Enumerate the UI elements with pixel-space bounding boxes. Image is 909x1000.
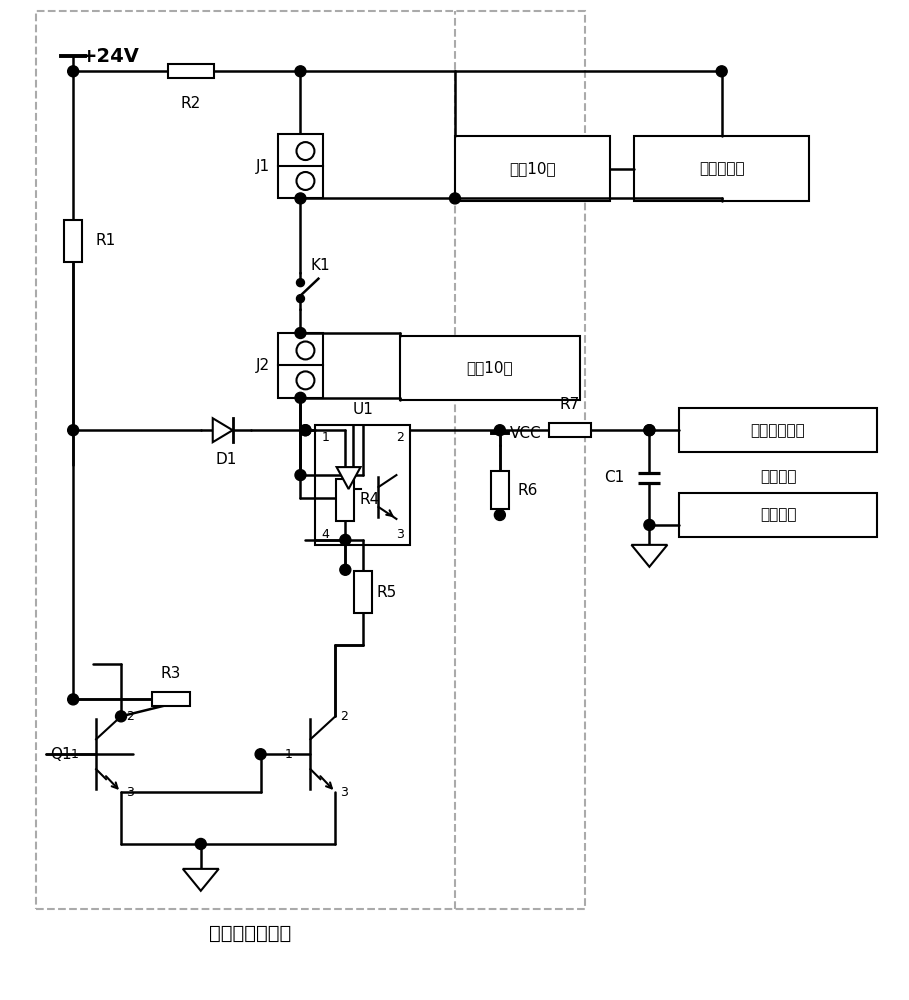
Circle shape <box>296 172 315 190</box>
Circle shape <box>716 66 727 77</box>
Circle shape <box>295 328 306 338</box>
Text: R5: R5 <box>376 585 397 600</box>
Bar <box>152 692 190 706</box>
Bar <box>315 425 410 545</box>
Text: 2: 2 <box>396 431 405 444</box>
Bar <box>549 423 591 437</box>
Text: 2: 2 <box>126 710 134 723</box>
Text: 4: 4 <box>322 528 329 541</box>
Circle shape <box>67 694 79 705</box>
Bar <box>336 479 355 521</box>
Bar <box>36 11 584 909</box>
Text: 1: 1 <box>322 431 329 444</box>
Text: U1: U1 <box>353 402 374 417</box>
Circle shape <box>340 564 351 575</box>
Bar <box>679 493 876 537</box>
Bar <box>65 220 82 262</box>
Circle shape <box>295 470 306 481</box>
Text: R3: R3 <box>161 666 181 681</box>
Text: 1: 1 <box>70 748 78 761</box>
Polygon shape <box>213 418 233 442</box>
Circle shape <box>296 341 315 359</box>
Text: 3: 3 <box>396 528 405 541</box>
Bar <box>354 571 372 613</box>
Text: R1: R1 <box>95 233 115 248</box>
Text: R4: R4 <box>359 492 380 508</box>
Text: R2: R2 <box>181 96 201 111</box>
Text: 电平转换电路: 电平转换电路 <box>751 423 805 438</box>
Bar <box>679 408 876 452</box>
Circle shape <box>296 142 315 160</box>
Text: +24V: +24V <box>81 47 140 66</box>
Circle shape <box>494 425 505 436</box>
Text: J1: J1 <box>256 159 270 174</box>
Circle shape <box>255 749 266 760</box>
Circle shape <box>67 66 79 77</box>
Polygon shape <box>183 869 219 891</box>
Bar <box>168 64 214 78</box>
Text: VCC: VCC <box>510 426 542 441</box>
Circle shape <box>644 519 654 530</box>
Polygon shape <box>336 467 361 489</box>
Text: J2: J2 <box>256 358 270 373</box>
Bar <box>634 136 809 201</box>
Bar <box>400 336 580 400</box>
Text: 快逕10板: 快逕10板 <box>466 360 514 375</box>
Circle shape <box>67 425 79 436</box>
Text: 慢逕10板: 慢逕10板 <box>509 161 555 176</box>
Text: 2: 2 <box>340 710 348 723</box>
Text: 封波信号: 封波信号 <box>760 470 796 485</box>
Text: 3: 3 <box>340 786 348 799</box>
Polygon shape <box>632 545 667 567</box>
Circle shape <box>300 425 311 436</box>
Circle shape <box>115 711 126 722</box>
Circle shape <box>340 534 351 545</box>
Bar <box>278 333 323 398</box>
Text: 1: 1 <box>285 748 293 761</box>
Text: Q1: Q1 <box>50 747 72 762</box>
Text: 3: 3 <box>126 786 134 799</box>
Bar <box>491 471 509 509</box>
Bar <box>278 134 323 198</box>
Circle shape <box>644 425 654 436</box>
Text: 风机驱动板: 风机驱动板 <box>699 161 744 176</box>
Circle shape <box>296 371 315 389</box>
Circle shape <box>295 66 306 77</box>
Text: C1: C1 <box>604 470 624 485</box>
Text: 恒流源串联电路: 恒流源串联电路 <box>209 924 292 943</box>
Circle shape <box>644 425 654 436</box>
Text: R7: R7 <box>560 397 580 412</box>
Text: 驱动电路: 驱动电路 <box>760 507 796 522</box>
Circle shape <box>195 838 206 849</box>
Circle shape <box>296 279 305 287</box>
Circle shape <box>450 193 461 204</box>
Circle shape <box>296 295 305 303</box>
Circle shape <box>295 193 306 204</box>
Text: K1: K1 <box>311 258 330 273</box>
Bar <box>455 136 610 201</box>
Circle shape <box>300 425 311 436</box>
Text: D1: D1 <box>215 452 236 467</box>
Text: R6: R6 <box>518 483 538 498</box>
Circle shape <box>295 392 306 403</box>
Circle shape <box>494 509 505 520</box>
